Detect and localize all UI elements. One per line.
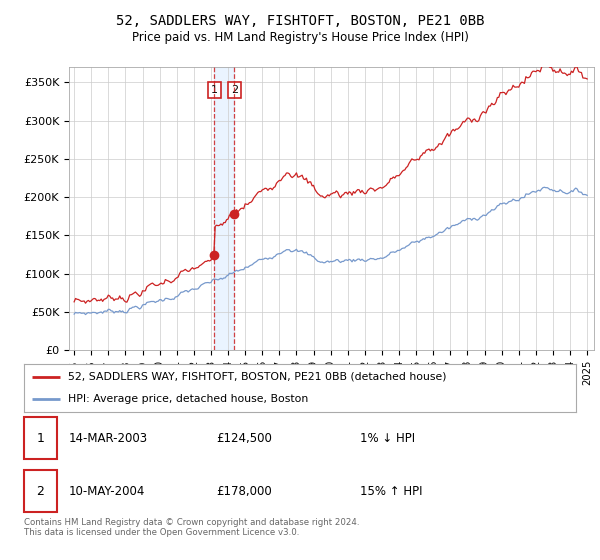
Text: £178,000: £178,000	[216, 485, 272, 498]
Text: 2: 2	[231, 85, 238, 95]
Text: 2: 2	[37, 485, 44, 498]
Text: 10-MAY-2004: 10-MAY-2004	[69, 485, 145, 498]
Text: 1: 1	[211, 85, 218, 95]
Text: 52, SADDLERS WAY, FISHTOFT, BOSTON, PE21 0BB: 52, SADDLERS WAY, FISHTOFT, BOSTON, PE21…	[116, 14, 484, 28]
Text: 14-MAR-2003: 14-MAR-2003	[69, 432, 148, 445]
Bar	[214, 67, 235, 350]
Text: 15% ↑ HPI: 15% ↑ HPI	[360, 485, 422, 498]
Text: 52, SADDLERS WAY, FISHTOFT, BOSTON, PE21 0BB (detached house): 52, SADDLERS WAY, FISHTOFT, BOSTON, PE21…	[68, 372, 446, 382]
Text: HPI: Average price, detached house, Boston: HPI: Average price, detached house, Bost…	[68, 394, 308, 404]
Text: 1: 1	[37, 432, 44, 445]
Text: Price paid vs. HM Land Registry's House Price Index (HPI): Price paid vs. HM Land Registry's House …	[131, 31, 469, 44]
Text: £124,500: £124,500	[216, 432, 272, 445]
Text: 1% ↓ HPI: 1% ↓ HPI	[360, 432, 415, 445]
Text: Contains HM Land Registry data © Crown copyright and database right 2024.
This d: Contains HM Land Registry data © Crown c…	[24, 518, 359, 538]
